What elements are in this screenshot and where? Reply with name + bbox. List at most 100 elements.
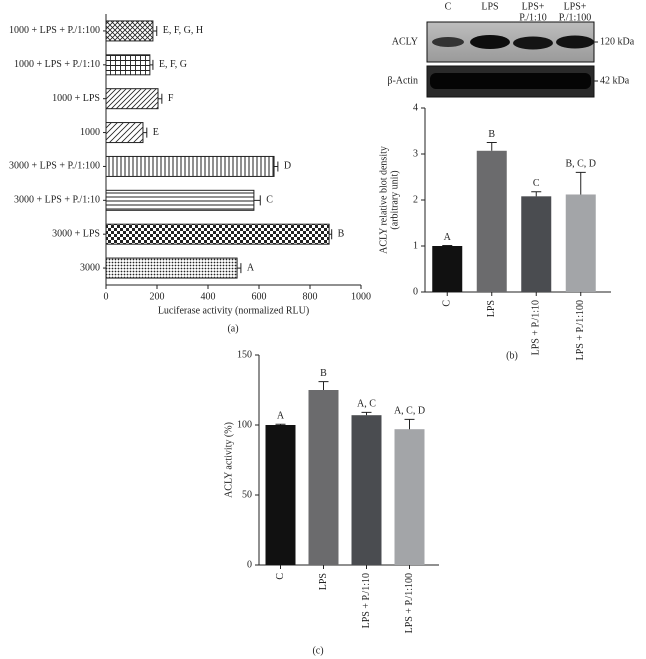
y-tick-label: 0 xyxy=(413,286,418,297)
bar-annotation: A xyxy=(444,232,452,243)
bar xyxy=(308,390,339,565)
lane-label: P./1:100 xyxy=(559,12,592,23)
x-tick-label: 200 xyxy=(150,291,165,302)
lane-label: C xyxy=(445,1,452,12)
bar xyxy=(105,257,238,279)
error-bar xyxy=(575,171,586,195)
bar xyxy=(105,122,144,144)
y-tick-label: 3000 + LPS + P./1:10 xyxy=(14,195,100,206)
blot-row-label: β-Actin xyxy=(387,75,418,86)
x-tick-label: 600 xyxy=(252,291,267,302)
panel-label: (a) xyxy=(227,323,238,334)
y-tick-label: 3 xyxy=(413,148,418,159)
y-tick-label: 0 xyxy=(247,559,252,570)
bar-annotation: A xyxy=(247,262,255,273)
bar xyxy=(105,88,159,110)
x-tick-label: LPS xyxy=(318,573,329,590)
bar xyxy=(105,223,330,245)
y-tick-label: 1000 xyxy=(80,127,100,138)
lane-label: P./1:10 xyxy=(519,12,547,23)
blot-size-label: 120 kDa xyxy=(600,36,635,47)
y-tick-label: 2 xyxy=(413,194,418,205)
error-bar xyxy=(274,161,279,172)
error-bar xyxy=(404,418,415,430)
x-tick-label: LPS + P./1:100 xyxy=(575,300,586,360)
y-tick-label: 4 xyxy=(413,102,418,113)
bar xyxy=(105,189,255,211)
bar xyxy=(105,54,151,76)
blot-band xyxy=(513,36,553,50)
y-tick-label: 1000 + LPS + P./1:10 xyxy=(14,59,100,70)
x-tick-label: LPS + P./1:10 xyxy=(531,300,542,355)
bar-annotation: D xyxy=(284,161,291,172)
bar-annotation: A, C, D xyxy=(394,406,425,417)
bar xyxy=(265,425,296,565)
x-tick-label: 1000 xyxy=(351,291,371,302)
y-tick-label: 1000 + LPS + P./1:100 xyxy=(9,25,100,36)
blot-band xyxy=(470,35,510,49)
error-bar xyxy=(486,142,497,151)
lane-label: LPS+ xyxy=(522,1,545,12)
x-tick-label: 800 xyxy=(303,291,318,302)
blot-band xyxy=(430,73,591,89)
bar-annotation: B xyxy=(488,129,495,140)
y-axis-label: (arbitrary unit) xyxy=(389,170,400,229)
y-tick-label: 3000 xyxy=(80,262,100,273)
bar-annotation: E, F, G, H xyxy=(163,25,203,36)
bar-annotation: B, C, D xyxy=(565,159,596,170)
y-tick-label: 150 xyxy=(237,349,252,360)
x-tick-label: 400 xyxy=(201,291,216,302)
error-bar xyxy=(329,229,333,240)
error-bar xyxy=(531,191,542,197)
error-bar xyxy=(237,263,242,274)
y-tick-label: 100 xyxy=(237,419,252,430)
y-tick-label: 3000 + LPS + P./1:100 xyxy=(9,161,100,172)
x-tick-label: C xyxy=(275,573,286,580)
error-bar xyxy=(275,423,286,425)
error-bar xyxy=(152,25,158,36)
bar xyxy=(105,20,154,42)
y-tick-label: 1 xyxy=(413,240,418,251)
y-tick-label: 1000 + LPS xyxy=(52,93,100,104)
x-tick-label: LPS xyxy=(486,300,497,317)
error-bar xyxy=(318,381,329,390)
error-bar xyxy=(253,195,261,206)
bar-annotation: E, F, G xyxy=(159,59,187,70)
bar xyxy=(351,415,382,565)
bar-annotation: E xyxy=(153,127,159,138)
x-tick-label: LPS + P./1:10 xyxy=(361,573,372,628)
bar-annotation: C xyxy=(533,178,540,189)
bar-annotation: A, C xyxy=(357,399,376,410)
bar xyxy=(432,246,463,292)
blot-band xyxy=(556,35,594,49)
x-axis-label: Luciferase activity (normalized RLU) xyxy=(158,305,309,316)
error-bar xyxy=(142,127,148,138)
blot-size-label: 42 kDa xyxy=(600,75,630,86)
bar xyxy=(476,150,507,292)
bar-annotation: F xyxy=(168,93,174,104)
blot-row-label: ACLY xyxy=(392,36,418,47)
bar-annotation: A xyxy=(277,411,285,422)
bar-annotation: C xyxy=(266,195,273,206)
panel-label: (b) xyxy=(506,350,518,361)
error-bar xyxy=(149,59,154,70)
x-tick-label: 0 xyxy=(104,291,109,302)
x-tick-label: LPS + P./1:100 xyxy=(404,573,415,633)
bar xyxy=(521,196,552,292)
error-bar xyxy=(158,93,163,104)
blot-band xyxy=(432,37,464,47)
bar-annotation: B xyxy=(338,228,345,239)
y-tick-label: 50 xyxy=(242,489,252,500)
bar xyxy=(394,429,425,565)
lane-label: LPS+ xyxy=(564,1,587,12)
error-bar xyxy=(361,411,372,416)
y-axis-label: ACLY relative blot density xyxy=(378,146,389,254)
y-tick-label: 3000 + LPS xyxy=(52,228,100,239)
bar xyxy=(565,194,596,292)
y-axis-label: ACLY activity (%) xyxy=(223,422,234,498)
panel-label: (c) xyxy=(312,645,323,656)
bar-annotation: B xyxy=(320,368,327,379)
bar xyxy=(105,155,275,177)
blot xyxy=(426,21,595,98)
